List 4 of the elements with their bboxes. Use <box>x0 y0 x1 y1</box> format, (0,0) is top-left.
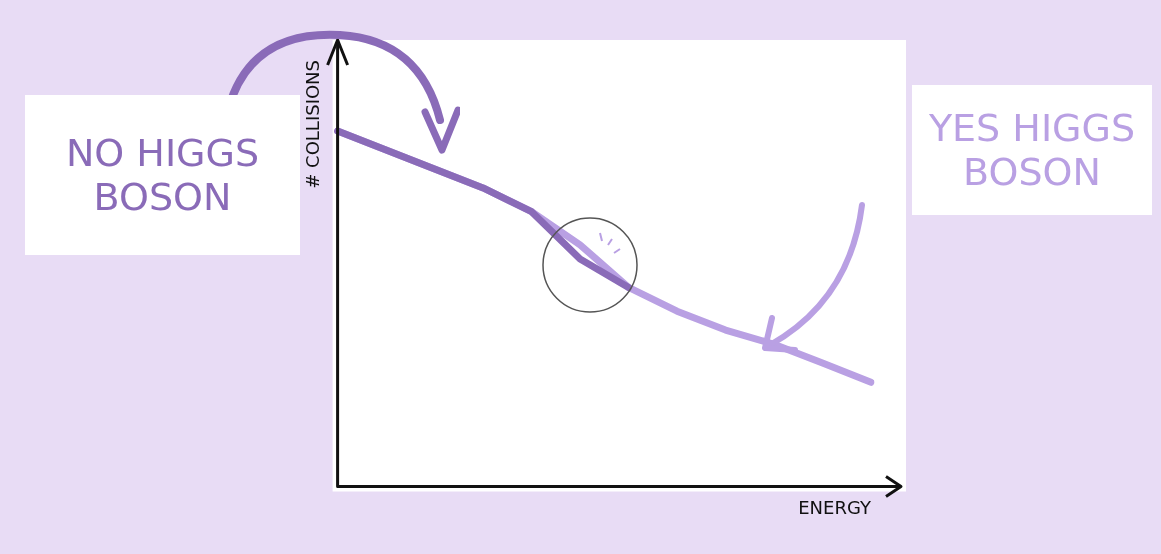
x-axis-title: ENERGY <box>798 496 872 518</box>
y-axis-title: # COLLISIONS <box>302 60 324 189</box>
text: YES HIGGS BOSON <box>927 106 1137 194</box>
text: NO HIGGS BOSON <box>64 131 261 219</box>
